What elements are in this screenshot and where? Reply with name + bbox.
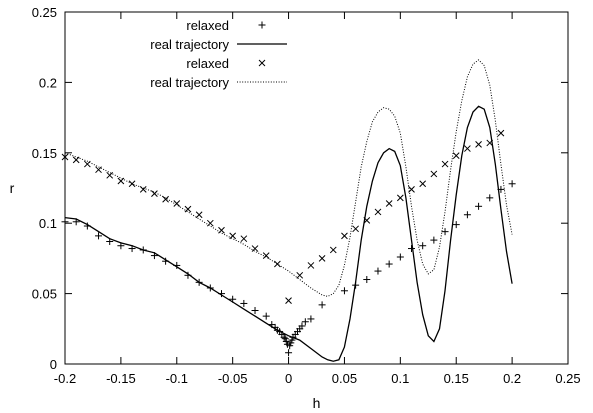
data-point [396,253,404,261]
plot-frame [64,11,569,365]
data-point [340,287,348,295]
data-point [262,252,270,259]
data-point [206,219,214,227]
data-point [419,242,427,250]
data-point [374,208,382,216]
x-tick-label: -0.1 [166,371,188,386]
y-tick-label: 0 [50,357,57,372]
data-point [352,225,359,233]
data-point [251,245,259,252]
data-point [95,232,103,240]
data-point [285,297,292,304]
x-axis-label: h [313,395,321,411]
data-point [151,190,158,197]
series-1 [64,105,513,362]
data-point [396,194,404,202]
data-point [251,306,259,314]
data-point [486,139,494,147]
data-point [61,218,69,226]
x-tick-label: -0.05 [218,371,248,386]
x-tick-label: -0.15 [106,371,136,386]
x-tick-label: 0.1 [391,371,409,386]
y-tick-label: 0.2 [39,75,57,90]
data-point [463,211,471,219]
data-point [128,180,136,188]
data-point [441,228,449,236]
data-point [363,276,371,284]
data-point [452,152,460,159]
x-tick-label: -0.2 [54,371,76,386]
legend-marker-sample [258,21,266,29]
data-point [408,186,415,193]
data-point [464,145,471,152]
data-point [285,349,293,357]
data-point [117,177,125,185]
legend-label: real trajectory [150,75,229,90]
data-point [441,160,449,168]
x-tick-label: 0 [285,371,292,386]
data-point [497,129,505,137]
data-point [229,232,237,240]
series-line [64,105,513,362]
data-point [307,315,315,323]
data-point [240,299,248,307]
y-tick-label: 0.05 [32,287,57,302]
y-tick-label: 0.15 [32,146,57,161]
data-point [408,245,416,253]
data-point [240,235,248,243]
series-3 [64,59,513,297]
legend-marker-sample [258,59,266,67]
data-point [385,200,393,207]
x-tick-label: 0.15 [444,371,469,386]
x-tick-label: 0.05 [332,371,357,386]
data-point [486,194,494,202]
data-point [341,232,348,240]
legend: relaxed real trajectory relaxed real trajec… [150,18,287,90]
data-point [296,271,304,279]
data-point [475,140,482,148]
data-point [318,301,326,309]
data-point [162,195,169,203]
legend-label: relaxed [186,18,229,33]
data-point [419,180,427,188]
data-point [298,322,306,330]
y-tick-label: 0.25 [32,5,57,20]
data-point [385,260,393,268]
data-point [173,200,181,207]
x-tick-label: 0.2 [503,371,521,386]
data-point [452,221,460,229]
data-point [72,156,80,164]
data-point [430,170,438,178]
data-point [301,318,309,326]
series-2 [61,129,505,304]
x-tick-label: 0.25 [555,371,580,386]
data-point [329,246,337,254]
data-point [274,260,281,268]
data-point [184,205,192,213]
legend-label: relaxed [186,56,229,71]
legend-label: real trajectory [150,37,229,52]
axes: -0.2 -0.15 -0.1 -0.05 0 0.05 0.1 0.15 0.2 0.25 0 0.… [32,5,581,386]
data-point [475,202,483,210]
data-point [374,267,382,275]
data-point [318,255,326,262]
data-point [430,236,438,244]
y-axis-label: r [10,180,15,196]
data-point [106,171,114,179]
data-point [307,262,315,269]
data-point [195,211,203,219]
data-point [508,180,516,188]
data-point [262,312,270,320]
data-point [95,166,102,174]
y-tick-label: 0.1 [39,216,57,231]
data-point [61,153,69,161]
series-line [64,59,513,297]
series-layer [61,59,516,362]
data-point [280,333,288,341]
data-point [363,217,371,224]
